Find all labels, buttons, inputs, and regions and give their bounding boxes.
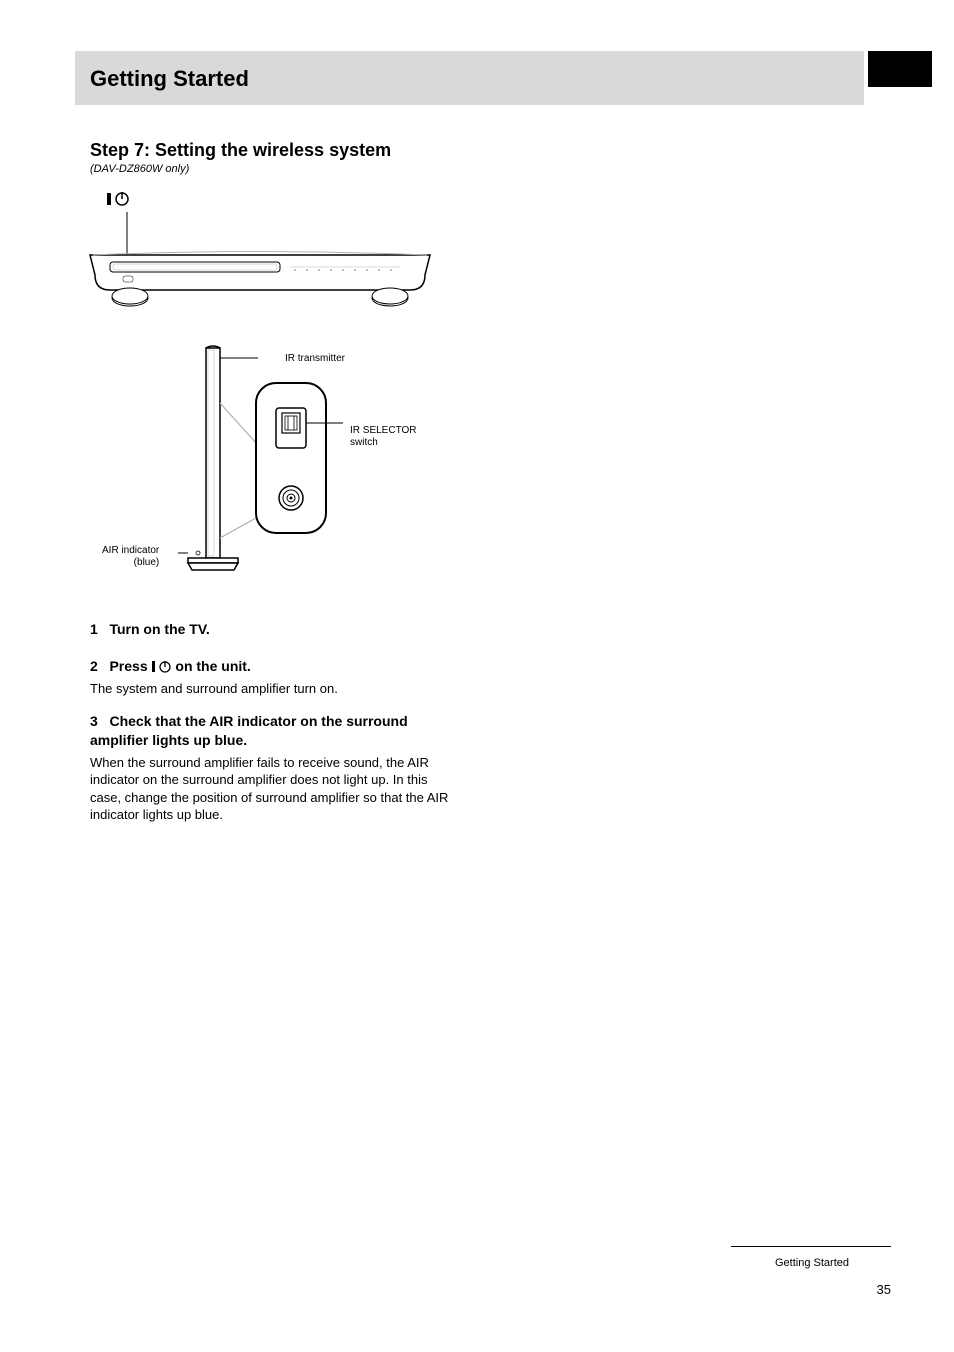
side-tab	[868, 51, 932, 87]
step-3: 3 Check that the AIR indicator on the su…	[90, 712, 460, 824]
step-1-text: Turn on the TV.	[109, 621, 209, 637]
step-2-num: 2	[90, 658, 98, 674]
ir-selector-switch-label: IR SELECTOR switch	[350, 425, 417, 449]
air-indicator-label: AIR indicator (blue)	[102, 545, 159, 569]
ir-switch-line1: IR SELECTOR	[350, 425, 417, 436]
step-3-sub: When the surround amplifier fails to rec…	[90, 754, 460, 824]
player-diagram	[85, 200, 435, 330]
air-label-line1: AIR indicator	[102, 545, 159, 556]
step-1-num: 1	[90, 621, 98, 637]
footer-label: Getting Started	[775, 1257, 849, 1269]
step-2: 2 Press on the unit. The system and surr…	[90, 657, 460, 697]
footer-divider	[731, 1246, 891, 1247]
speaker-diagram	[178, 338, 378, 588]
air-label-line2: (blue)	[134, 557, 160, 568]
section-note: (DAV-DZ860W only)	[90, 163, 189, 175]
ir-transmitter-label: IR transmitter	[285, 353, 345, 364]
step-2-sub: The system and surround amplifier turn o…	[90, 680, 460, 698]
step-1: 1 Turn on the TV.	[90, 620, 460, 639]
power-icon-inline	[152, 660, 172, 674]
section-heading: Step 7: Setting the wireless system	[90, 140, 391, 161]
banner-title: Getting Started	[90, 66, 249, 92]
page-number: 35	[877, 1282, 891, 1297]
step-3-text: Check that the AIR indicator on the surr…	[90, 713, 408, 748]
ir-switch-line2: switch	[350, 437, 378, 448]
step-3-num: 3	[90, 713, 98, 729]
